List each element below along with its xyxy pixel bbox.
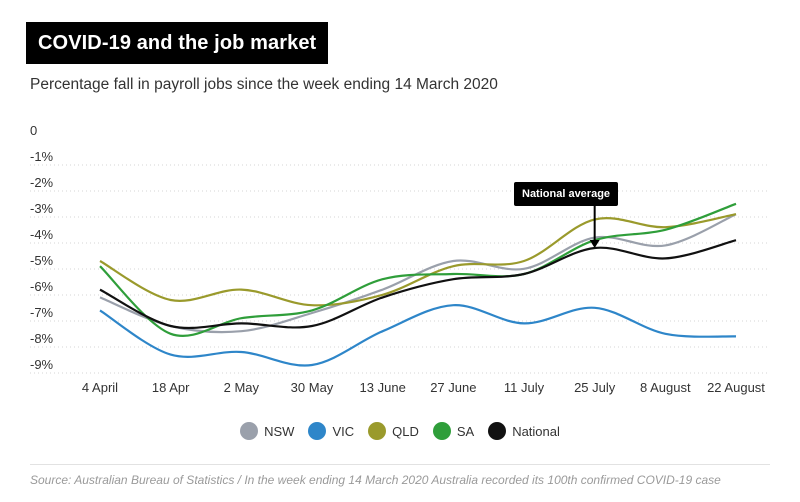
legend-label: VIC <box>332 423 355 439</box>
chart-subtitle: Percentage fall in payroll jobs since th… <box>30 76 498 93</box>
series-line-qld <box>99 213 737 307</box>
y-tick-label: -9% <box>30 357 54 372</box>
x-tick-label: 27 June <box>430 380 476 395</box>
y-tick-label: -1% <box>30 149 54 164</box>
legend-swatch <box>488 422 507 440</box>
legend-item-nsw[interactable]: NSW <box>240 422 294 440</box>
legend-label: NSW <box>264 423 295 439</box>
series-line-vic <box>99 304 737 367</box>
y-tick-label: -3% <box>30 201 54 216</box>
legend-label: SA <box>456 423 475 439</box>
y-tick-label: -2% <box>30 175 54 190</box>
callout-arrowhead <box>589 240 600 248</box>
series-line-sa <box>99 202 737 337</box>
chart-title: COVID-19 and the job market <box>26 22 329 64</box>
source-note: Source: Australian Bureau of Statistics … <box>30 473 721 487</box>
legend-swatch <box>240 422 259 440</box>
legend-item-national[interactable]: National <box>488 422 560 440</box>
legend-item-sa[interactable]: SA <box>432 422 475 440</box>
line-chart: 0 -1% -2% -3% -4% -5% -6% -7% -8% -9% 4 April 18 Ap… <box>30 123 770 395</box>
y-tick-label: -7% <box>30 305 54 320</box>
x-tick-label: 18 Apr <box>152 380 190 395</box>
x-tick-label: 4 April <box>82 380 118 395</box>
legend-swatch <box>368 422 387 440</box>
y-tick-label: -8% <box>30 331 54 346</box>
x-tick-label: 2 May <box>224 380 260 395</box>
legend-item-vic[interactable]: VIC <box>308 422 354 440</box>
y-tick-label: -6% <box>30 279 54 294</box>
x-tick-label: 11 July <box>504 380 545 395</box>
divider <box>30 464 770 465</box>
y-tick-label: -5% <box>30 253 54 268</box>
y-tick-label: -4% <box>30 227 54 242</box>
y-tick-label: 0 <box>30 123 37 138</box>
x-tick-label: 30 May <box>291 380 334 395</box>
legend-swatch <box>308 422 327 440</box>
x-tick-label: 25 July <box>574 380 616 395</box>
x-tick-label: 13 June <box>360 380 406 395</box>
legend-label: National <box>512 423 560 439</box>
legend-label: QLD <box>392 423 419 439</box>
callout-national-average: National average <box>514 182 619 206</box>
legend-item-qld[interactable]: QLD <box>368 422 419 440</box>
x-tick-label: 22 August <box>707 380 765 395</box>
series-line-national <box>99 239 737 330</box>
chart-legend: NSW VIC QLD SA National <box>0 422 800 440</box>
x-tick-label: 8 August <box>640 380 691 395</box>
legend-swatch <box>432 422 451 440</box>
